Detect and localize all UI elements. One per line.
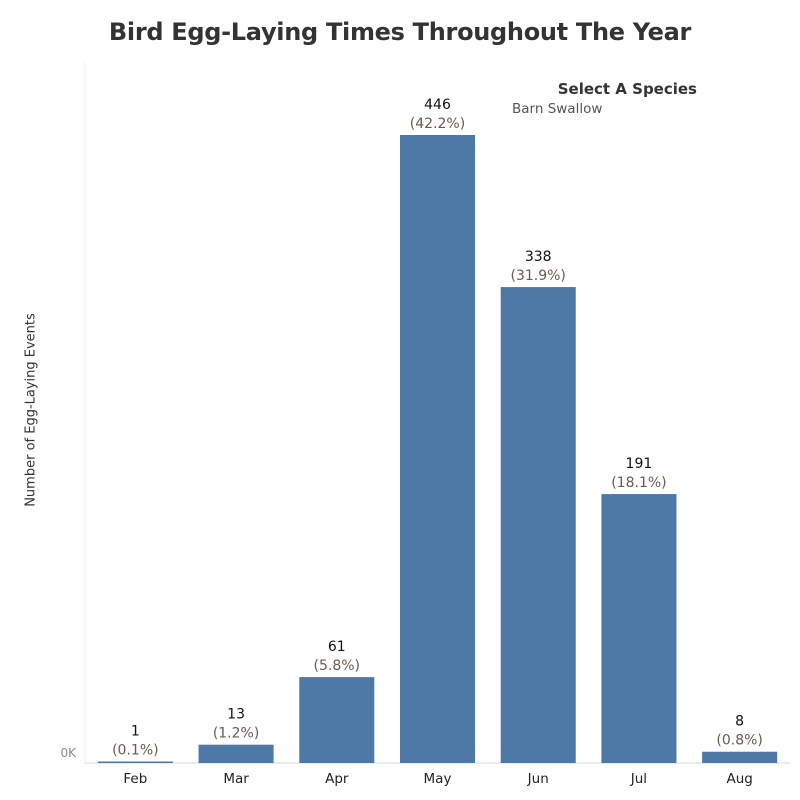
percent-label: (42.2%) (410, 116, 465, 132)
bar-feb[interactable] (97, 761, 173, 764)
percent-label: (18.1%) (611, 475, 666, 491)
percent-label: (0.8%) (716, 733, 763, 749)
bar-mar[interactable] (198, 744, 274, 763)
bar-aug[interactable] (702, 751, 778, 763)
bar-may[interactable] (399, 135, 476, 763)
value-label: 446 (424, 97, 451, 113)
x-tick-label: Jun (527, 771, 549, 787)
value-label: 1 (131, 724, 140, 740)
percent-label: (31.9%) (511, 268, 566, 284)
x-tick-label: Aug (726, 771, 752, 787)
value-label: 8 (735, 714, 744, 730)
species-filter[interactable]: Select A Species Barn Swallow (512, 80, 712, 117)
value-label: 191 (626, 456, 653, 472)
percent-label: (5.8%) (314, 658, 361, 674)
value-label: 61 (328, 639, 346, 655)
bar-jul[interactable] (601, 494, 677, 763)
value-label: 338 (525, 249, 552, 265)
x-tick-label: Jul (630, 771, 647, 787)
bar-jun[interactable] (500, 287, 576, 763)
x-tick-label: May (424, 771, 452, 787)
bar-apr[interactable] (299, 677, 375, 763)
x-tick-label: Mar (223, 771, 249, 787)
bars-group: 0K 1 (0.1%) Feb 13 (1.2%) Mar 61 (5.8%) Apr 446 (42… (60, 97, 778, 787)
y-tick-label: 0K (60, 746, 77, 760)
x-tick-label: Apr (325, 771, 349, 787)
chart-title: Bird Egg-Laying Times Throughout The Yea… (108, 18, 692, 46)
percent-label: (1.2%) (213, 726, 260, 742)
value-label: 13 (227, 707, 245, 723)
x-tick-label: Feb (123, 771, 147, 787)
species-filter-value[interactable]: Barn Swallow (512, 101, 603, 117)
species-filter-label: Select A Species (557, 80, 697, 98)
percent-label: (0.1%) (112, 743, 159, 759)
